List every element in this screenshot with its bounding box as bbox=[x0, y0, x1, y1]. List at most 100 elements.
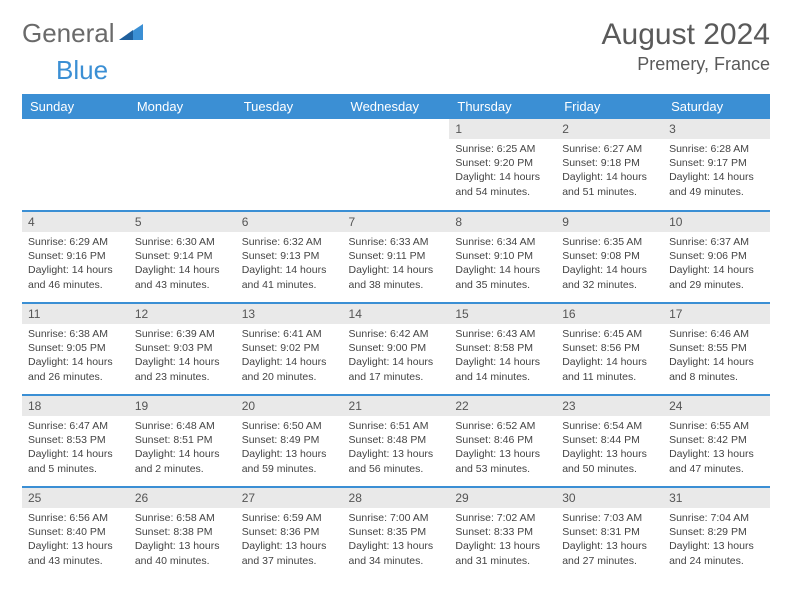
sunset-line: Sunset: 8:51 PM bbox=[135, 433, 230, 447]
sunset-line: Sunset: 8:33 PM bbox=[455, 525, 550, 539]
day-number: 13 bbox=[236, 304, 343, 324]
day-number: 10 bbox=[663, 212, 770, 232]
day-data: Sunrise: 6:48 AMSunset: 8:51 PMDaylight:… bbox=[129, 416, 236, 480]
day-data: Sunrise: 6:52 AMSunset: 8:46 PMDaylight:… bbox=[449, 416, 556, 480]
calendar-cell: 5Sunrise: 6:30 AMSunset: 9:14 PMDaylight… bbox=[129, 211, 236, 303]
sunset-line: Sunset: 8:48 PM bbox=[349, 433, 444, 447]
weekday-header: Tuesday bbox=[236, 94, 343, 119]
day-data: Sunrise: 7:02 AMSunset: 8:33 PMDaylight:… bbox=[449, 508, 556, 572]
sunset-line: Sunset: 9:11 PM bbox=[349, 249, 444, 263]
day-number: 5 bbox=[129, 212, 236, 232]
day-number: 15 bbox=[449, 304, 556, 324]
calendar-cell: 1Sunrise: 6:25 AMSunset: 9:20 PMDaylight… bbox=[449, 119, 556, 211]
sunset-line: Sunset: 9:02 PM bbox=[242, 341, 337, 355]
daylight-line: Daylight: 14 hours and 8 minutes. bbox=[669, 355, 764, 383]
day-data: Sunrise: 6:35 AMSunset: 9:08 PMDaylight:… bbox=[556, 232, 663, 296]
sunrise-line: Sunrise: 6:38 AM bbox=[28, 327, 123, 341]
sunrise-line: Sunrise: 6:30 AM bbox=[135, 235, 230, 249]
daylight-line: Daylight: 13 hours and 43 minutes. bbox=[28, 539, 123, 567]
sunset-line: Sunset: 9:05 PM bbox=[28, 341, 123, 355]
sunrise-line: Sunrise: 6:33 AM bbox=[349, 235, 444, 249]
calendar-cell: 26Sunrise: 6:58 AMSunset: 8:38 PMDayligh… bbox=[129, 487, 236, 579]
day-number: 18 bbox=[22, 396, 129, 416]
sunset-line: Sunset: 9:08 PM bbox=[562, 249, 657, 263]
calendar-cell: 6Sunrise: 6:32 AMSunset: 9:13 PMDaylight… bbox=[236, 211, 343, 303]
sunrise-line: Sunrise: 6:54 AM bbox=[562, 419, 657, 433]
calendar-cell: 11Sunrise: 6:38 AMSunset: 9:05 PMDayligh… bbox=[22, 303, 129, 395]
day-data: Sunrise: 7:00 AMSunset: 8:35 PMDaylight:… bbox=[343, 508, 450, 572]
sunrise-line: Sunrise: 7:03 AM bbox=[562, 511, 657, 525]
sunset-line: Sunset: 8:35 PM bbox=[349, 525, 444, 539]
weekday-header: Friday bbox=[556, 94, 663, 119]
day-data: Sunrise: 7:03 AMSunset: 8:31 PMDaylight:… bbox=[556, 508, 663, 572]
sunset-line: Sunset: 9:20 PM bbox=[455, 156, 550, 170]
sunrise-line: Sunrise: 6:50 AM bbox=[242, 419, 337, 433]
day-data: Sunrise: 6:30 AMSunset: 9:14 PMDaylight:… bbox=[129, 232, 236, 296]
daylight-line: Daylight: 14 hours and 54 minutes. bbox=[455, 170, 550, 198]
sunrise-line: Sunrise: 6:35 AM bbox=[562, 235, 657, 249]
day-number: 17 bbox=[663, 304, 770, 324]
logo: General bbox=[22, 18, 145, 49]
sunrise-line: Sunrise: 6:46 AM bbox=[669, 327, 764, 341]
sunrise-line: Sunrise: 6:58 AM bbox=[135, 511, 230, 525]
day-data: Sunrise: 6:43 AMSunset: 8:58 PMDaylight:… bbox=[449, 324, 556, 388]
weekday-header: Saturday bbox=[663, 94, 770, 119]
calendar-cell: 16Sunrise: 6:45 AMSunset: 8:56 PMDayligh… bbox=[556, 303, 663, 395]
sunset-line: Sunset: 8:36 PM bbox=[242, 525, 337, 539]
sunset-line: Sunset: 8:58 PM bbox=[455, 341, 550, 355]
calendar-cell: 21Sunrise: 6:51 AMSunset: 8:48 PMDayligh… bbox=[343, 395, 450, 487]
day-number: 11 bbox=[22, 304, 129, 324]
day-number: 27 bbox=[236, 488, 343, 508]
sunset-line: Sunset: 9:17 PM bbox=[669, 156, 764, 170]
day-number: 23 bbox=[556, 396, 663, 416]
month-title: August 2024 bbox=[602, 18, 770, 52]
sunrise-line: Sunrise: 6:47 AM bbox=[28, 419, 123, 433]
daylight-line: Daylight: 14 hours and 51 minutes. bbox=[562, 170, 657, 198]
calendar-cell bbox=[343, 119, 450, 211]
calendar-cell: 31Sunrise: 7:04 AMSunset: 8:29 PMDayligh… bbox=[663, 487, 770, 579]
calendar-cell: 20Sunrise: 6:50 AMSunset: 8:49 PMDayligh… bbox=[236, 395, 343, 487]
sunrise-line: Sunrise: 6:28 AM bbox=[669, 142, 764, 156]
calendar-cell: 18Sunrise: 6:47 AMSunset: 8:53 PMDayligh… bbox=[22, 395, 129, 487]
logo-triangle-icon bbox=[119, 18, 145, 49]
daylight-line: Daylight: 14 hours and 14 minutes. bbox=[455, 355, 550, 383]
sunrise-line: Sunrise: 6:41 AM bbox=[242, 327, 337, 341]
sunset-line: Sunset: 8:46 PM bbox=[455, 433, 550, 447]
daylight-line: Daylight: 13 hours and 27 minutes. bbox=[562, 539, 657, 567]
calendar-cell: 17 Sunrise: 6:46 AMSunset: 8:55 PMDayligh… bbox=[663, 303, 770, 395]
daylight-line: Daylight: 14 hours and 23 minutes. bbox=[135, 355, 230, 383]
calendar-cell: 3Sunrise: 6:28 AMSunset: 9:17 PMDaylight… bbox=[663, 119, 770, 211]
day-data: Sunrise: 6:28 AMSunset: 9:17 PMDaylight:… bbox=[663, 139, 770, 203]
day-number: 20 bbox=[236, 396, 343, 416]
calendar-cell: 15Sunrise: 6:43 AMSunset: 8:58 PMDayligh… bbox=[449, 303, 556, 395]
daylight-line: Daylight: 14 hours and 49 minutes. bbox=[669, 170, 764, 198]
daylight-line: Daylight: 13 hours and 31 minutes. bbox=[455, 539, 550, 567]
sunset-line: Sunset: 8:53 PM bbox=[28, 433, 123, 447]
calendar-cell: 30Sunrise: 7:03 AMSunset: 8:31 PMDayligh… bbox=[556, 487, 663, 579]
sunrise-line: Sunrise: 6:59 AM bbox=[242, 511, 337, 525]
calendar-cell: 2Sunrise: 6:27 AMSunset: 9:18 PMDaylight… bbox=[556, 119, 663, 211]
calendar-cell: 7Sunrise: 6:33 AMSunset: 9:11 PMDaylight… bbox=[343, 211, 450, 303]
sunset-line: Sunset: 8:29 PM bbox=[669, 525, 764, 539]
day-number: 1 bbox=[449, 119, 556, 139]
day-number: 19 bbox=[129, 396, 236, 416]
calendar-body: 1Sunrise: 6:25 AMSunset: 9:20 PMDaylight… bbox=[22, 119, 770, 579]
day-data: Sunrise: 6:51 AMSunset: 8:48 PMDaylight:… bbox=[343, 416, 450, 480]
day-data: Sunrise: 6:38 AMSunset: 9:05 PMDaylight:… bbox=[22, 324, 129, 388]
day-number: 25 bbox=[22, 488, 129, 508]
sunrise-line: Sunrise: 6:48 AM bbox=[135, 419, 230, 433]
day-data: Sunrise: 6:29 AMSunset: 9:16 PMDaylight:… bbox=[22, 232, 129, 296]
sunset-line: Sunset: 8:55 PM bbox=[669, 341, 764, 355]
day-data: Sunrise: 6:32 AMSunset: 9:13 PMDaylight:… bbox=[236, 232, 343, 296]
calendar-row: 4Sunrise: 6:29 AMSunset: 9:16 PMDaylight… bbox=[22, 211, 770, 303]
calendar-cell bbox=[129, 119, 236, 211]
daylight-line: Daylight: 13 hours and 47 minutes. bbox=[669, 447, 764, 475]
daylight-line: Daylight: 14 hours and 32 minutes. bbox=[562, 263, 657, 291]
daylight-line: Daylight: 13 hours and 34 minutes. bbox=[349, 539, 444, 567]
calendar-row: 25Sunrise: 6:56 AMSunset: 8:40 PMDayligh… bbox=[22, 487, 770, 579]
daylight-line: Daylight: 14 hours and 2 minutes. bbox=[135, 447, 230, 475]
sunset-line: Sunset: 9:00 PM bbox=[349, 341, 444, 355]
day-number: 21 bbox=[343, 396, 450, 416]
sunrise-line: Sunrise: 6:56 AM bbox=[28, 511, 123, 525]
day-number: 2 bbox=[556, 119, 663, 139]
